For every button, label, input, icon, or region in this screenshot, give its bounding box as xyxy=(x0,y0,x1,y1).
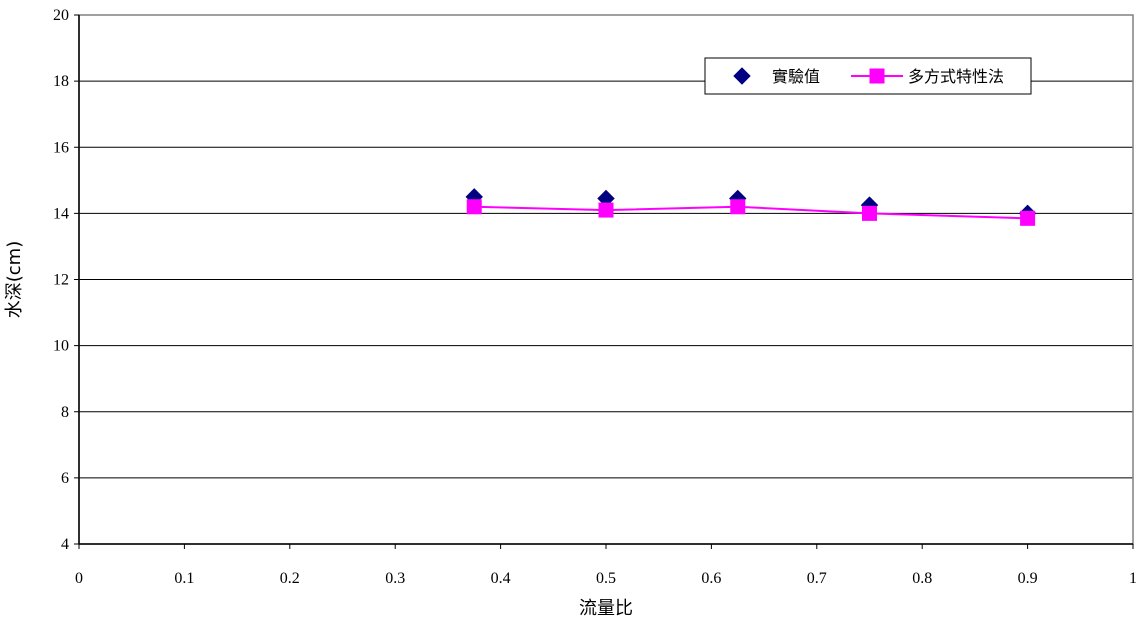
x-axis-title: 流量比 xyxy=(579,598,633,619)
x-tick-label-0: 0 xyxy=(75,570,83,587)
y-tick-label-1: 6 xyxy=(61,470,69,487)
x-tick-label-10: 1 xyxy=(1129,570,1137,587)
series-line-1 xyxy=(474,205,1028,220)
y-tick-label-8: 20 xyxy=(53,7,69,24)
x-tick-label-1: 0.1 xyxy=(174,570,194,587)
y-tick-label-0: 4 xyxy=(61,536,69,553)
y-tick-label-6: 16 xyxy=(53,139,69,156)
series-1-point-4 xyxy=(1020,210,1036,226)
legend-marker-0 xyxy=(733,67,751,85)
series-layer xyxy=(465,188,1037,226)
y-tick-label-7: 18 xyxy=(53,73,69,90)
x-tick-label-2: 0.2 xyxy=(280,570,300,587)
legend-label-1: 多方式特性法 xyxy=(908,67,1004,86)
legend-marker-1 xyxy=(869,68,885,84)
y-tick-label-3: 10 xyxy=(53,338,69,355)
series-1 xyxy=(466,199,1036,226)
series-1-point-3 xyxy=(862,205,877,221)
legend: 實驗值 多方式特性法 xyxy=(704,57,1032,95)
legend-label-0: 實驗值 xyxy=(772,67,820,86)
axes-layer: 4 6 8 10 12 14 16 18 20 0 0.1 0.2 0.3 0.4 0.5 0.6 0.7 0.8… xyxy=(53,7,1137,587)
x-tick-label-3: 0.3 xyxy=(385,570,405,587)
y-tick-label-4: 12 xyxy=(53,272,69,289)
x-tick-label-7: 0.7 xyxy=(807,570,827,587)
series-1-point-2 xyxy=(730,199,746,215)
y-axis-title: 水深(cm) xyxy=(4,241,25,318)
x-tick-label-5: 0.5 xyxy=(596,570,616,587)
y-tick-label-5: 14 xyxy=(53,205,69,222)
x-tick-label-9: 0.9 xyxy=(1018,570,1038,587)
series-1-point-1 xyxy=(598,202,614,218)
x-tick-label-6: 0.6 xyxy=(701,570,721,587)
y-tick-label-2: 8 xyxy=(61,404,69,421)
x-tick-label-4: 0.4 xyxy=(491,570,511,587)
x-tick-label-8: 0.8 xyxy=(912,570,932,587)
series-1-point-0 xyxy=(466,199,482,215)
